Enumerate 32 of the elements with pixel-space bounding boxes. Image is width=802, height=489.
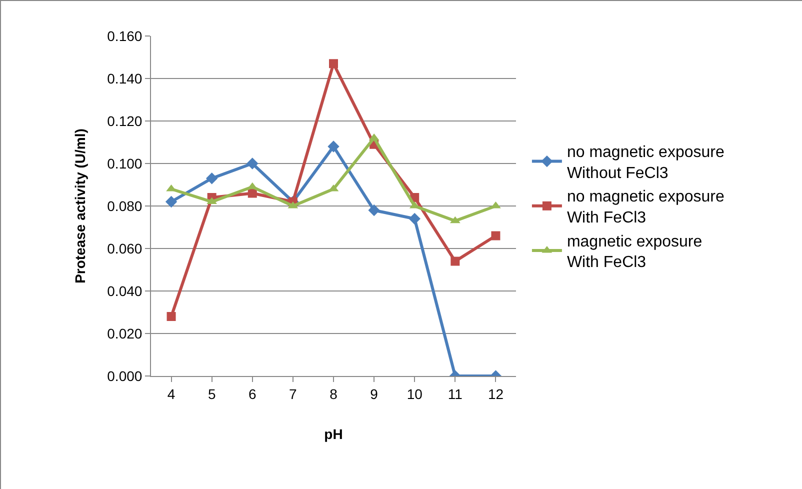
x-tick-label: 4 [167, 386, 176, 402]
y-tick-label: 0.100 [107, 155, 142, 172]
x-tick-label: 5 [208, 386, 216, 402]
point [368, 204, 380, 216]
x-tick-label: 11 [448, 386, 463, 402]
point [166, 312, 176, 321]
y-tick-label: 0.000 [107, 368, 142, 384]
y-tick-label: 0.060 [107, 240, 142, 256]
x-tick-label: 8 [330, 386, 338, 402]
point [329, 59, 338, 68]
x-tick-label: 6 [248, 386, 256, 402]
y-tick-label: 0.140 [107, 70, 142, 86]
point [491, 231, 500, 240]
x-axis-title: pH [324, 426, 343, 442]
y-tick-label: 0.020 [107, 325, 142, 342]
point [206, 172, 218, 184]
y-tick-label: 0.160 [107, 28, 142, 44]
point [450, 256, 460, 266]
point [248, 188, 257, 198]
point [246, 158, 258, 170]
x-tick-label: 12 [488, 386, 504, 402]
y-tick-label: 0.080 [107, 198, 142, 214]
y-tick-label: 0.040 [107, 282, 142, 299]
legend-label: magnetic exposure With FeCl3 [566, 233, 702, 272]
x-tick-label: 9 [370, 386, 378, 402]
point [408, 212, 420, 225]
x-tick-label: 10 [406, 386, 423, 402]
x-tick-label: 7 [289, 386, 298, 402]
point [328, 140, 340, 152]
y-axis-title: Protease activity (U/ml) [72, 128, 88, 284]
y-tick-label: 0.120 [107, 112, 142, 129]
point [165, 196, 178, 208]
